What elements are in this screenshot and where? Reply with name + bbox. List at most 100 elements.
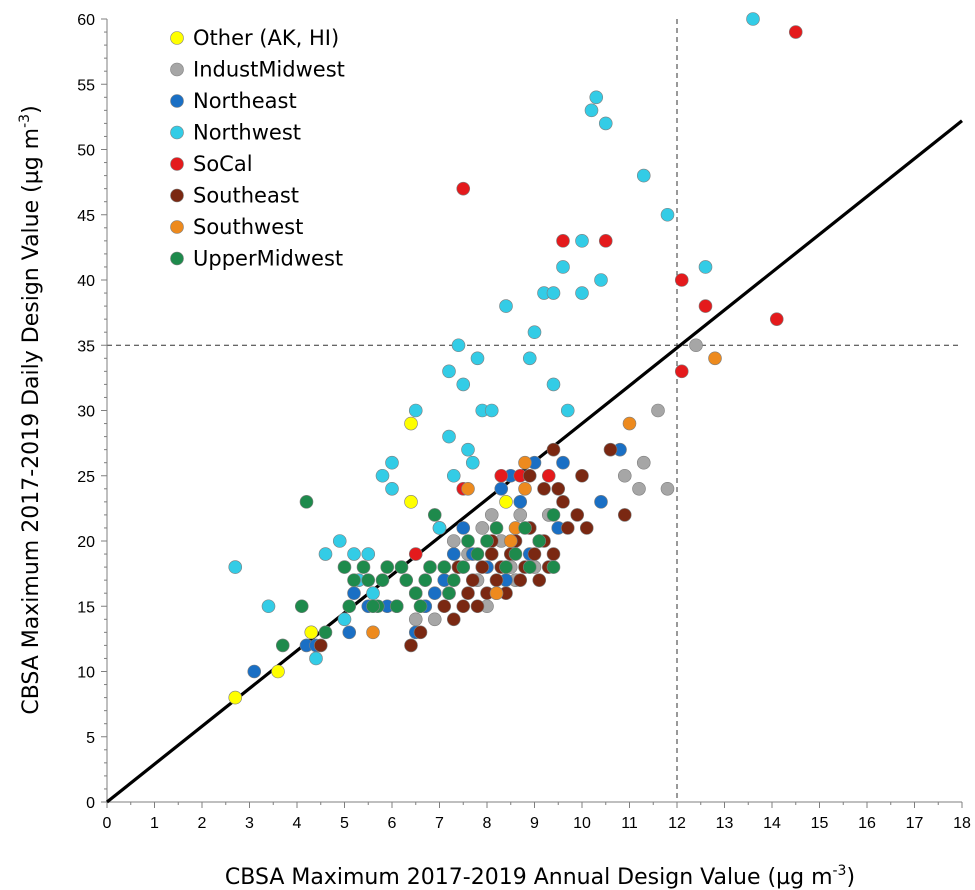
data-point [475,560,490,574]
legend-label: Other (AK, HI) [193,26,339,50]
reference-lines [107,19,962,802]
data-point [537,481,551,496]
data-point [442,586,456,601]
data-point [499,560,513,574]
data-point [546,508,561,522]
data-point [598,116,613,131]
x-tick-label: 3 [245,815,254,832]
data-point [413,625,428,640]
data-point [556,455,570,470]
data-point [247,664,262,679]
data-point [489,521,504,535]
data-point [575,468,589,483]
data-point [527,547,542,561]
data-point [660,207,675,222]
data-point [413,599,428,614]
data-point [446,573,461,587]
data-point [394,560,409,574]
data-point [404,416,418,431]
data-point [527,325,542,340]
y-tick-label: 40 [77,273,95,290]
x-tick-label: 14 [763,815,781,832]
x-tick-label: 11 [621,815,638,832]
data-point [432,521,447,535]
data-point [598,234,613,248]
legend-marker [170,125,184,140]
data-point [385,481,399,496]
data-point [461,442,475,457]
data-point [546,442,561,457]
y-tick-label: 0 [86,795,95,812]
data-point [480,534,494,548]
data-point [347,586,361,601]
data-point [484,403,499,418]
legend-label: Northwest [193,121,301,145]
data-point [556,495,570,509]
data-point [532,534,547,548]
data-point [632,481,646,496]
data-point [708,351,722,366]
data-point [423,560,437,574]
data-point [651,403,665,418]
data-point [541,468,556,483]
y-tick-label: 60 [77,12,95,29]
data-point [489,586,504,601]
data-point [674,273,689,287]
data-point [380,560,395,574]
data-point [551,481,566,496]
data-point [470,351,485,366]
data-point [513,573,528,587]
data-point [660,481,675,496]
data-point [465,455,480,470]
data-point [309,651,323,666]
data-point [461,481,475,496]
data-point [546,547,561,561]
data-point [636,168,651,183]
data-point [271,664,285,679]
data-point [456,599,471,614]
data-point [489,573,504,587]
data-point [361,573,376,587]
data-point [404,495,418,509]
data-point [499,495,513,509]
data-point [408,612,423,627]
data-point [399,573,414,587]
data-point [579,521,594,535]
data-point [556,260,570,274]
legend-label: IndustMidwest [193,58,345,82]
data-point [603,442,618,457]
data-point [494,468,509,483]
y-tick-label: 20 [77,534,95,551]
data-point [513,508,528,522]
data-point [698,299,713,313]
data-point [617,508,632,522]
data-point [375,573,390,587]
data-point [294,599,309,614]
y-axis-title: CBSA Maximum 2017-2019 Daily Design Valu… [17,105,44,714]
data-point [404,638,418,653]
data-point [522,468,537,483]
data-point [451,338,466,353]
data-point [461,586,475,601]
x-tick-label: 18 [953,815,971,832]
data-point [337,612,352,627]
data-point [594,495,608,509]
data-point [465,573,480,587]
x-tick-label: 1 [150,815,159,832]
x-axis-title: CBSA Maximum 2017-2019 Annual Design Val… [225,863,855,890]
data-point [347,573,361,587]
legend-marker [170,251,184,266]
data-point [584,103,599,118]
data-point [518,521,532,535]
data-point [442,429,456,444]
data-point [456,521,471,535]
y-tick-label: 25 [77,469,95,486]
data-point [556,234,570,248]
data-point [484,547,499,561]
y-tick-labels: 0 5 10 15 20 25 30 35 40 45 50 55 60 [77,12,95,812]
data-point [366,586,380,601]
data-point [437,599,452,614]
data-point [408,586,423,601]
data-point [337,560,352,574]
